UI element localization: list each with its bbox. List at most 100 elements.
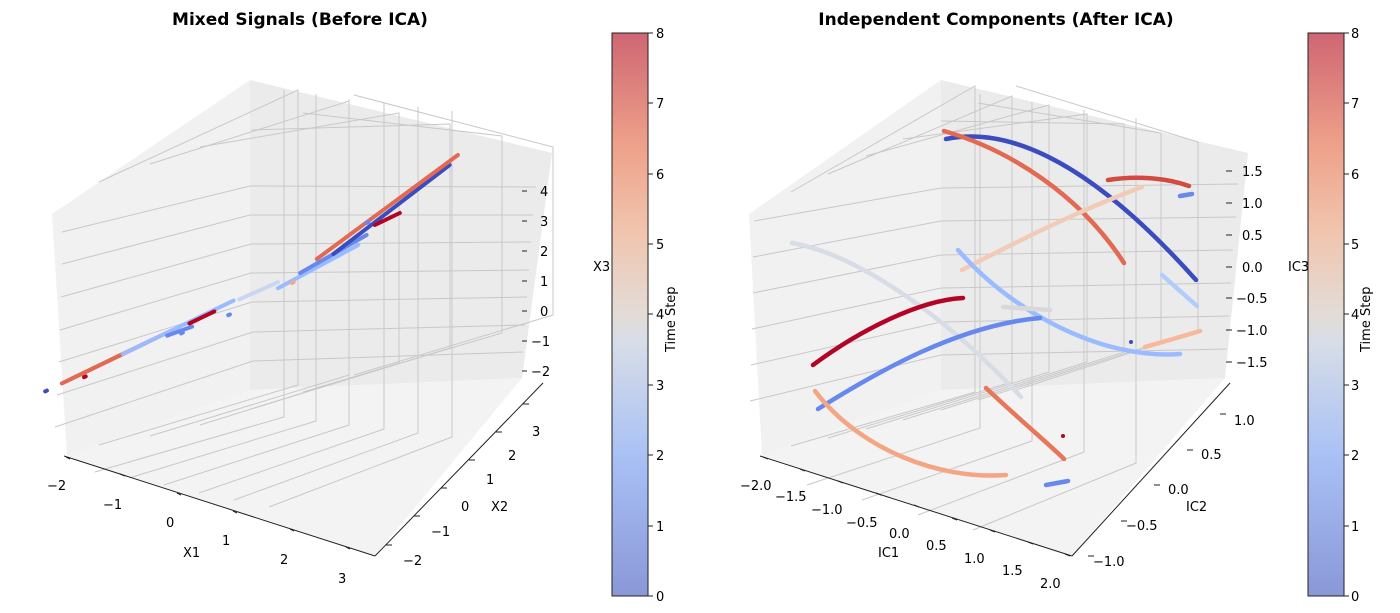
ytick-label-left-1: −1 [431,525,450,540]
colorbar-left-gradient [611,32,649,597]
trajectory-segment-16 [372,211,402,227]
ic-trajectory-7 [955,247,1183,357]
colorbar-right-gradient [1307,32,1345,597]
xtick-label-right-1: −1.5 [775,490,807,505]
xtick-label-right-8: 2.0 [1040,577,1061,592]
ztick-label-right-0: −1.5 [1236,356,1268,371]
xtick-label-left-5: 3 [338,572,346,587]
ticks-left [65,190,529,550]
cbar-right-tick-6: 6 [1351,168,1359,183]
ic-trajectory-10 [810,295,966,368]
xtick-label-left-0: −2 [47,479,66,494]
ic-trajectory-12 [1142,328,1203,350]
ticks-right [762,170,1232,557]
ic-trajectory-15 [1043,478,1071,488]
axes3d-left: −2 −1 0 1 2 3 −2 −1 0 1 2 3 −2 −1 0 1 2 … [43,80,610,587]
ytick-label-left-2: 0 [461,500,469,515]
cbar-left-tick-7: 7 [656,97,664,112]
trajectory-segment-4 [82,374,88,380]
trajectory-segment-12 [289,280,296,285]
trajectory-segment-6 [165,324,195,338]
ytick-label-right-4: 1.0 [1234,414,1255,429]
ztick-label-left-5: 3 [540,215,548,230]
chart-title-left: Mixed Signals (Before ICA) [172,10,428,30]
xtick-label-right-0: −2.0 [740,479,772,494]
cbar-right-tick-5: 5 [1351,238,1359,253]
colorbar-right: 0 1 2 3 4 5 6 7 8 Time Step [1307,27,1374,605]
pane-back-wall [250,80,552,390]
xlabel-left: X1 [183,546,200,561]
trajectory-segment-11 [276,243,361,291]
ztick-label-left-3: 1 [540,275,548,290]
xtick-label-left-1: −1 [103,498,122,513]
cbar-left-tick-3: 3 [656,379,664,394]
ic-trajectory-2 [941,128,1127,266]
ic-trajectory-8 [1159,272,1200,309]
trajectory-segment-15 [314,153,460,261]
cbar-left-tick-4: 4 [656,308,664,323]
trajectory-segment-17 [364,220,371,225]
pane-floor [67,378,522,556]
cbar-left-tick-2: 2 [656,449,664,464]
ic-trajectory-9 [1000,304,1053,313]
trajectory-segment-10 [237,280,280,302]
ic-trajectory-3 [1105,175,1192,189]
ztick-label-right-5: 1.0 [1242,197,1263,212]
ytick-label-left-4: 2 [508,449,516,464]
ztick-label-right-2: −0.5 [1236,292,1268,307]
ic-trajectory-4 [1177,191,1195,199]
ztick-label-right-3: 0.0 [1242,261,1263,276]
ic-trajectory-13 [812,388,1009,478]
series-left [43,153,460,394]
colorbar-left: 0 1 2 3 4 5 6 7 8 Time Step [611,27,679,605]
cbar-left-tick-1: 1 [656,520,664,535]
zlabel-right: IC3 [1288,260,1309,275]
cbar-right-tick-3: 3 [1351,379,1359,394]
ylabel-left: X2 [491,500,508,515]
cbar-right-label: Time Step [1359,286,1374,353]
ic-trajectory-5 [959,184,1145,273]
axis-lines-left [63,382,544,557]
ic-trajectory-11 [815,315,1043,412]
trajectory-segment-8 [187,309,217,326]
xtick-label-left-2: 0 [166,516,174,531]
ic-trajectory-1 [943,134,1199,283]
ytick-label-right-1: −0.5 [1126,519,1158,534]
xlabel-right: IC1 [878,546,899,561]
cbar-left-tick-6: 6 [656,168,664,183]
cbar-right-tick-0: 0 [1351,590,1359,605]
trajectory-segment-14 [331,163,452,256]
ic-point-1 [1129,340,1133,344]
cbar-right-tick-2: 2 [1351,449,1359,464]
ztick-label-left-2: 0 [540,305,548,320]
ic-trajectory-14 [983,385,1067,462]
xtick-label-right-4: 0.0 [889,527,910,542]
ic-trajectory-6 [789,240,1024,400]
ytick-label-left-3: 1 [486,473,494,488]
ztick-label-left-0: −2 [531,365,550,380]
cbar-left-tick-5: 5 [656,238,664,253]
ylabel-right: IC2 [1186,500,1207,515]
ztick-label-right-1: −1.0 [1236,324,1268,339]
ztick-label-right-4: 0.5 [1242,229,1263,244]
cbar-right-tick-7: 7 [1351,97,1359,112]
trajectory-segment-5 [120,298,236,356]
cbar-left-tick-8: 8 [656,27,664,42]
cbar-left-label: Time Step [664,286,679,353]
ytick-label-right-3: 0.5 [1201,448,1222,463]
xtick-label-left-3: 1 [222,534,230,549]
trajectory-segment-1 [43,388,49,394]
xtick-label-right-6: 1.0 [964,552,985,567]
ztick-label-left-4: 2 [540,245,548,260]
xtick-label-right-5: 0.5 [926,539,947,554]
cbar-right-tick-1: 1 [1351,520,1359,535]
ytick-label-right-2: 0.0 [1168,483,1189,498]
gridlines-right [749,85,1239,531]
trajectory-segment-7 [179,330,185,336]
ztick-label-left-1: −1 [531,335,550,350]
trajectory-segment-9 [226,312,232,318]
xtick-label-right-2: −1.0 [811,503,843,518]
cbar-left-tick-0: 0 [656,590,664,605]
xtick-label-left-4: 2 [280,553,288,568]
